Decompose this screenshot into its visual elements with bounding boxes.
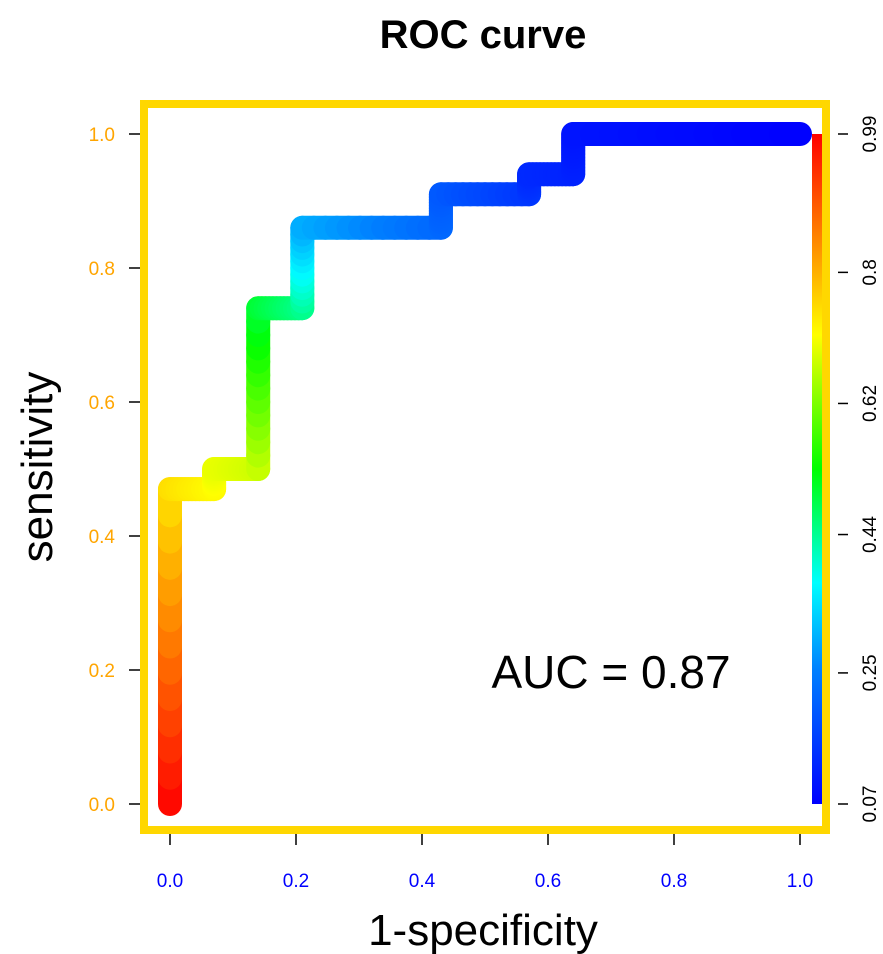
roc-curve xyxy=(158,122,812,816)
colorbar-tick-label: 0.99 xyxy=(860,116,881,153)
y-tick-label: 0.4 xyxy=(89,527,116,548)
x-tick-label: 0.6 xyxy=(535,871,561,892)
x-axis-title: 1-specificity xyxy=(368,906,598,954)
colorbar-axis: 0.07 0.25 0.44 0.62 0.8 0.99 xyxy=(838,116,881,823)
y-tick-label: 0.2 xyxy=(89,661,115,682)
x-tick-label: 1.0 xyxy=(787,871,813,892)
x-axis: 0.0 0.2 0.4 0.6 0.8 1.0 xyxy=(157,834,813,892)
chart-title: ROC curve xyxy=(380,13,587,57)
y-axis: 0.0 0.2 0.4 0.6 0.8 1.0 xyxy=(89,125,140,816)
colorbar-tick-label: 0.25 xyxy=(860,654,881,691)
x-tick-label: 0.4 xyxy=(409,871,436,892)
colorbar-tick-label: 0.07 xyxy=(860,786,881,823)
auc-annotation: AUC = 0.87 xyxy=(491,646,730,698)
colorbar-tick-label: 0.44 xyxy=(860,516,881,553)
y-tick-label: 0.8 xyxy=(89,259,115,280)
y-tick-label: 0.6 xyxy=(89,393,115,414)
y-tick-label: 1.0 xyxy=(89,125,115,146)
x-tick-label: 0.0 xyxy=(157,871,183,892)
colorbar xyxy=(812,134,822,804)
y-tick-label: 0.0 xyxy=(89,795,115,816)
x-tick-label: 0.2 xyxy=(283,871,309,892)
y-axis-title: sensitivity xyxy=(13,372,62,563)
x-tick-label: 0.8 xyxy=(661,871,687,892)
colorbar-tick-label: 0.8 xyxy=(860,259,881,285)
plot-frame xyxy=(140,100,830,834)
colorbar-tick-label: 0.62 xyxy=(860,385,881,422)
